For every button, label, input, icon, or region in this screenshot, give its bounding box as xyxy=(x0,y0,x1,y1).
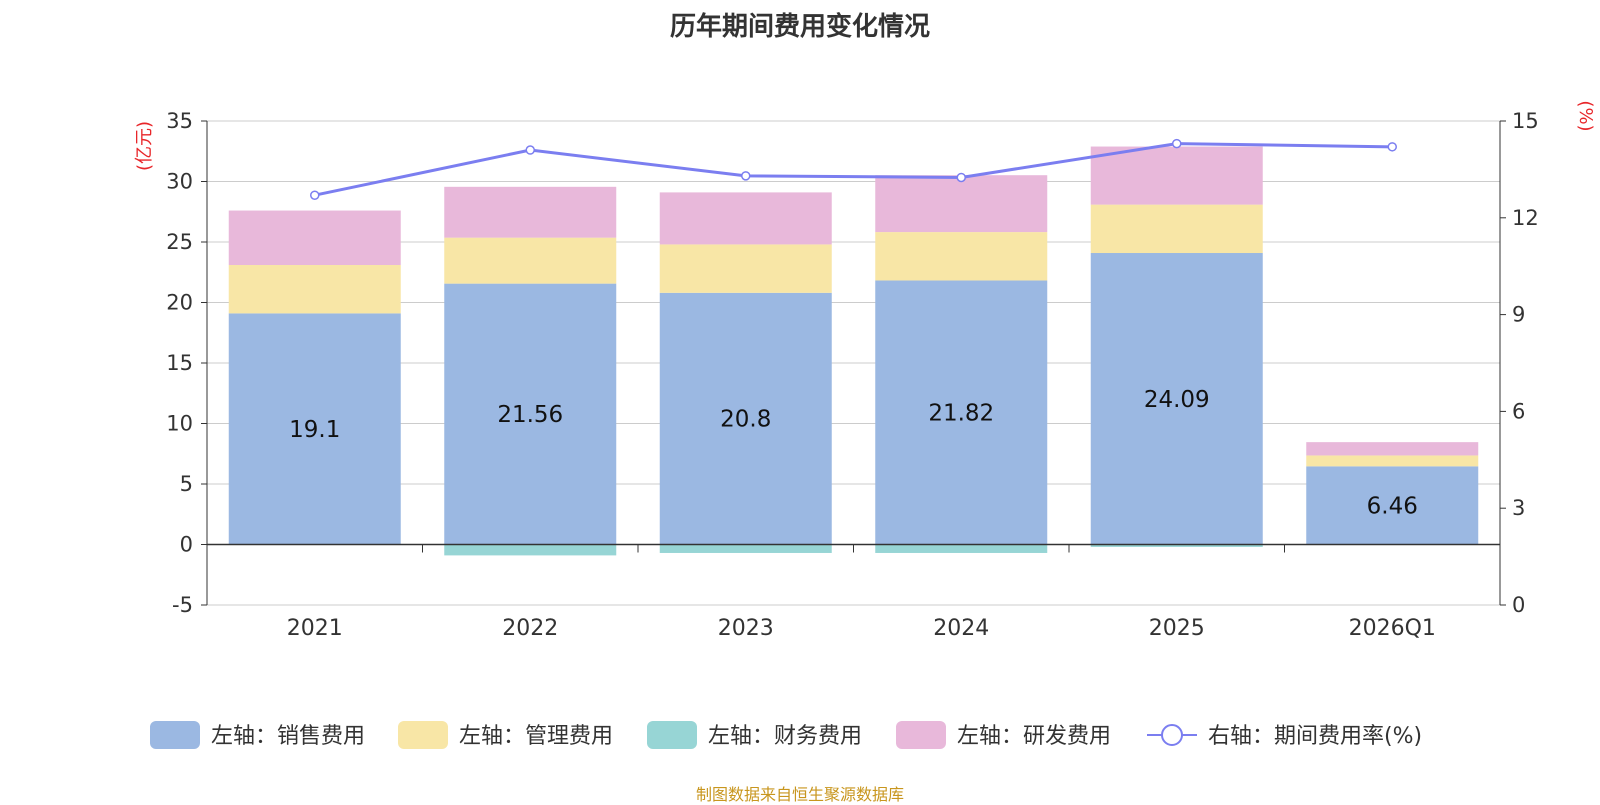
x-axis-tick-label: 2026Q1 xyxy=(1349,616,1436,641)
right-axis-unit-label: (%) xyxy=(1575,100,1596,131)
bar-finance-2024 xyxy=(875,544,1048,553)
rate-point-2026Q1 xyxy=(1387,142,1397,152)
rate-line xyxy=(314,142,1393,197)
x-axis-tick-label: 2021 xyxy=(287,616,343,641)
bar-sales-2026Q1 xyxy=(1306,466,1479,545)
bar-admin-2023 xyxy=(659,244,832,293)
right-axis-tick-label: 9 xyxy=(1512,303,1525,327)
bar-sales-2024 xyxy=(875,280,1048,545)
left-axis-tick-label: 15 xyxy=(166,351,193,375)
left-axis-tick-label: 20 xyxy=(166,291,193,315)
rate-point-2022 xyxy=(525,145,535,155)
bar-sales-2022 xyxy=(444,283,617,545)
left-axis-tick-label: 25 xyxy=(166,230,193,254)
bar-finance-2022 xyxy=(444,544,617,556)
legend-swatch-finance xyxy=(647,721,697,749)
chart-svg: -50510152025303503691215(亿元)(%)19.121.56… xyxy=(134,100,1596,749)
left-axis-unit-label: (亿元) xyxy=(134,121,155,171)
left-axis-tick-label: 5 xyxy=(180,472,193,496)
right-axis-tick-label: 3 xyxy=(1512,496,1525,520)
right-axis-tick-label: 6 xyxy=(1512,399,1525,423)
x-axis-tick-label: 2024 xyxy=(933,616,989,641)
bar-rd-2026Q1 xyxy=(1306,442,1479,456)
left-axis-tick-label: 30 xyxy=(166,170,193,194)
legend-swatch-admin xyxy=(398,721,448,749)
bar-finance-2025 xyxy=(1090,544,1263,547)
rate-point-2021 xyxy=(310,190,320,200)
legend-swatch-rd xyxy=(896,721,946,749)
rate-point-2023 xyxy=(741,171,751,181)
legend-marker-rate xyxy=(1161,724,1183,746)
bar-admin-2022 xyxy=(444,237,617,284)
bar-rd-2022 xyxy=(444,186,617,238)
left-axis-tick-label: 35 xyxy=(166,109,193,133)
bar-admin-2025 xyxy=(1090,204,1263,254)
legend-swatch-sales xyxy=(150,721,200,749)
right-axis-tick-label: 0 xyxy=(1512,593,1525,617)
rate-point-2025 xyxy=(1172,138,1182,149)
bar-admin-2026Q1 xyxy=(1306,455,1479,467)
bar-admin-2024 xyxy=(875,232,1048,281)
bar-sales-2025 xyxy=(1090,253,1263,545)
legend-label-rate: 右轴：期间费用率(%) xyxy=(1208,724,1422,749)
legend-label-sales: 左轴：销售费用 xyxy=(211,724,365,749)
left-axis-tick-label: -5 xyxy=(172,593,193,617)
bar-data-label: 20.8 xyxy=(720,407,771,433)
bar-sales-2023 xyxy=(659,292,832,545)
rate-point-2024 xyxy=(956,172,966,183)
left-axis-tick-label: 0 xyxy=(180,533,193,557)
bar-rd-2021 xyxy=(228,210,401,265)
bar-rd-2024 xyxy=(875,175,1048,233)
bar-data-label: 21.56 xyxy=(497,402,563,428)
bar-admin-2021 xyxy=(228,264,401,314)
left-axis-tick-label: 10 xyxy=(166,412,193,436)
bar-data-label: 6.46 xyxy=(1367,493,1418,519)
chart-title: 历年期间费用变化情况 xyxy=(669,12,930,42)
bar-finance-2023 xyxy=(659,544,832,553)
x-axis-tick-label: 2025 xyxy=(1149,616,1205,641)
bar-data-label: 24.09 xyxy=(1144,387,1210,413)
bar-data-label: 19.1 xyxy=(289,417,340,443)
legend-label-rd: 左轴：研发费用 xyxy=(957,724,1111,749)
x-axis-tick-label: 2022 xyxy=(502,616,558,641)
right-axis-tick-label: 15 xyxy=(1512,109,1539,133)
x-axis-tick-label: 2023 xyxy=(718,616,774,641)
bar-rd-2025 xyxy=(1090,146,1263,205)
bar-data-label: 21.82 xyxy=(928,400,994,426)
bar-rd-2023 xyxy=(659,192,832,245)
bar-sales-2021 xyxy=(228,313,401,545)
legend-label-finance: 左轴：财务费用 xyxy=(708,724,862,749)
legend-label-admin: 左轴：管理费用 xyxy=(459,724,613,749)
data-source-note: 制图数据来自恒生聚源数据库 xyxy=(695,785,904,804)
right-axis-tick-label: 12 xyxy=(1512,206,1539,230)
